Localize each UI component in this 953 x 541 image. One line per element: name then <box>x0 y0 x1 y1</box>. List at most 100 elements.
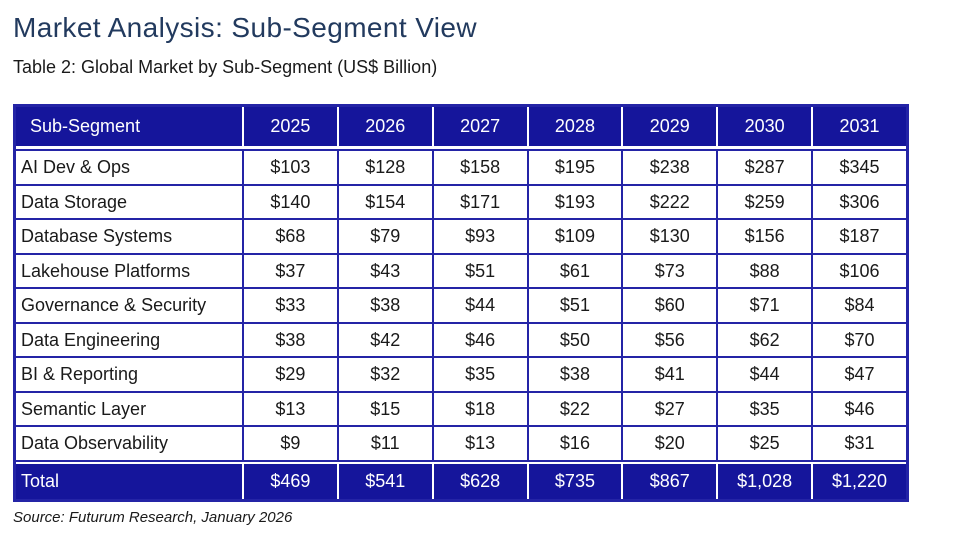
value-cell: $154 <box>336 185 432 220</box>
value-cell: $9 <box>242 427 337 462</box>
row-label: Lakehouse Platforms <box>16 254 242 289</box>
value-cell: $38 <box>526 358 622 393</box>
value-cell: $13 <box>242 392 337 427</box>
value-cell: $29 <box>242 358 337 393</box>
value-cell: $56 <box>621 323 717 358</box>
table-row: Governance & Security $33 $38 $44 $51 $60 $71 $… <box>16 289 906 324</box>
total-row: Total $469 $541 $628 $735 $867 $1,028 $1,220 <box>16 461 906 499</box>
value-cell: $61 <box>526 254 622 289</box>
value-cell: $11 <box>336 427 432 462</box>
value-cell: $88 <box>716 254 812 289</box>
value-cell: $46 <box>811 392 906 427</box>
value-cell: $44 <box>716 358 812 393</box>
total-value-cell: $1,028 <box>716 461 812 499</box>
value-cell: $27 <box>621 392 717 427</box>
total-value-cell: $867 <box>621 461 717 499</box>
table-row: Data Storage $140 $154 $171 $193 $222 $259 $306 <box>16 185 906 220</box>
table-body: AI Dev & Ops $103 $128 $158 $195 $238 $287 $345… <box>16 149 906 462</box>
table-row: Data Engineering $38 $42 $46 $50 $56 $62 $70 <box>16 323 906 358</box>
source-note: Source: Futurum Research, January 2026 <box>13 508 293 526</box>
value-cell: $20 <box>621 427 717 462</box>
value-cell: $13 <box>431 427 527 462</box>
column-header: 2026 <box>336 107 432 149</box>
table-row: Semantic Layer $13 $15 $18 $22 $27 $35 $46 <box>16 392 906 427</box>
value-cell: $35 <box>431 358 527 393</box>
value-cell: $187 <box>811 220 906 255</box>
column-header: 2025 <box>242 107 337 149</box>
column-header: 2028 <box>526 107 622 149</box>
value-cell: $51 <box>526 289 622 324</box>
value-cell: $259 <box>716 185 812 220</box>
value-cell: $15 <box>336 392 432 427</box>
value-cell: $93 <box>431 220 527 255</box>
total-value-cell: $469 <box>242 461 337 499</box>
row-label: Data Engineering <box>16 323 242 358</box>
value-cell: $287 <box>716 149 812 186</box>
value-cell: $106 <box>811 254 906 289</box>
total-value-cell: $735 <box>526 461 622 499</box>
value-cell: $140 <box>242 185 337 220</box>
value-cell: $345 <box>811 149 906 186</box>
value-cell: $43 <box>336 254 432 289</box>
row-label: Data Observability <box>16 427 242 462</box>
total-value-cell: $628 <box>431 461 527 499</box>
value-cell: $73 <box>621 254 717 289</box>
table-row: BI & Reporting $29 $32 $35 $38 $41 $44 $47 <box>16 358 906 393</box>
column-header: Sub-Segment <box>16 107 242 149</box>
value-cell: $158 <box>431 149 527 186</box>
value-cell: $103 <box>242 149 337 186</box>
table-row: Database Systems $68 $79 $93 $109 $130 $156 $18… <box>16 220 906 255</box>
row-label: Data Storage <box>16 185 242 220</box>
table-row: Lakehouse Platforms $37 $43 $51 $61 $73 $88 $10… <box>16 254 906 289</box>
row-label: BI & Reporting <box>16 358 242 393</box>
value-cell: $62 <box>716 323 812 358</box>
column-header: 2027 <box>431 107 527 149</box>
value-cell: $35 <box>716 392 812 427</box>
row-label: AI Dev & Ops <box>16 149 242 186</box>
value-cell: $84 <box>811 289 906 324</box>
table-row: Data Observability $9 $11 $13 $16 $20 $25 $31 <box>16 427 906 462</box>
value-cell: $68 <box>242 220 337 255</box>
table-header: Sub-Segment 2025 2026 2027 2028 2029 2030 2031 <box>16 107 906 149</box>
row-label: Governance & Security <box>16 289 242 324</box>
value-cell: $33 <box>242 289 337 324</box>
value-cell: $130 <box>621 220 717 255</box>
value-cell: $156 <box>716 220 812 255</box>
value-cell: $46 <box>431 323 527 358</box>
table-caption: Table 2: Global Market by Sub-Segment (U… <box>13 57 438 77</box>
page-title: Market Analysis: Sub-Segment View <box>13 12 478 43</box>
value-cell: $37 <box>242 254 337 289</box>
column-header: 2031 <box>811 107 906 149</box>
value-cell: $16 <box>526 427 622 462</box>
table-footer: Total $469 $541 $628 $735 $867 $1,028 $1,220 <box>16 461 906 499</box>
value-cell: $171 <box>431 185 527 220</box>
value-cell: $51 <box>431 254 527 289</box>
value-cell: $32 <box>336 358 432 393</box>
table-row: AI Dev & Ops $103 $128 $158 $195 $238 $287 $345 <box>16 149 906 186</box>
value-cell: $128 <box>336 149 432 186</box>
value-cell: $193 <box>526 185 622 220</box>
row-label: Database Systems <box>16 220 242 255</box>
value-cell: $50 <box>526 323 622 358</box>
total-label: Total <box>16 461 242 499</box>
value-cell: $306 <box>811 185 906 220</box>
value-cell: $70 <box>811 323 906 358</box>
value-cell: $41 <box>621 358 717 393</box>
row-label: Semantic Layer <box>16 392 242 427</box>
value-cell: $222 <box>621 185 717 220</box>
value-cell: $44 <box>431 289 527 324</box>
value-cell: $42 <box>336 323 432 358</box>
column-header: 2030 <box>716 107 812 149</box>
value-cell: $38 <box>242 323 337 358</box>
value-cell: $22 <box>526 392 622 427</box>
header-row: Sub-Segment 2025 2026 2027 2028 2029 2030 2031 <box>16 107 906 149</box>
page: Market Analysis: Sub-Segment View Table … <box>13 12 909 526</box>
value-cell: $25 <box>716 427 812 462</box>
value-cell: $60 <box>621 289 717 324</box>
value-cell: $238 <box>621 149 717 186</box>
value-cell: $71 <box>716 289 812 324</box>
value-cell: $195 <box>526 149 622 186</box>
value-cell: $109 <box>526 220 622 255</box>
value-cell: $47 <box>811 358 906 393</box>
value-cell: $18 <box>431 392 527 427</box>
